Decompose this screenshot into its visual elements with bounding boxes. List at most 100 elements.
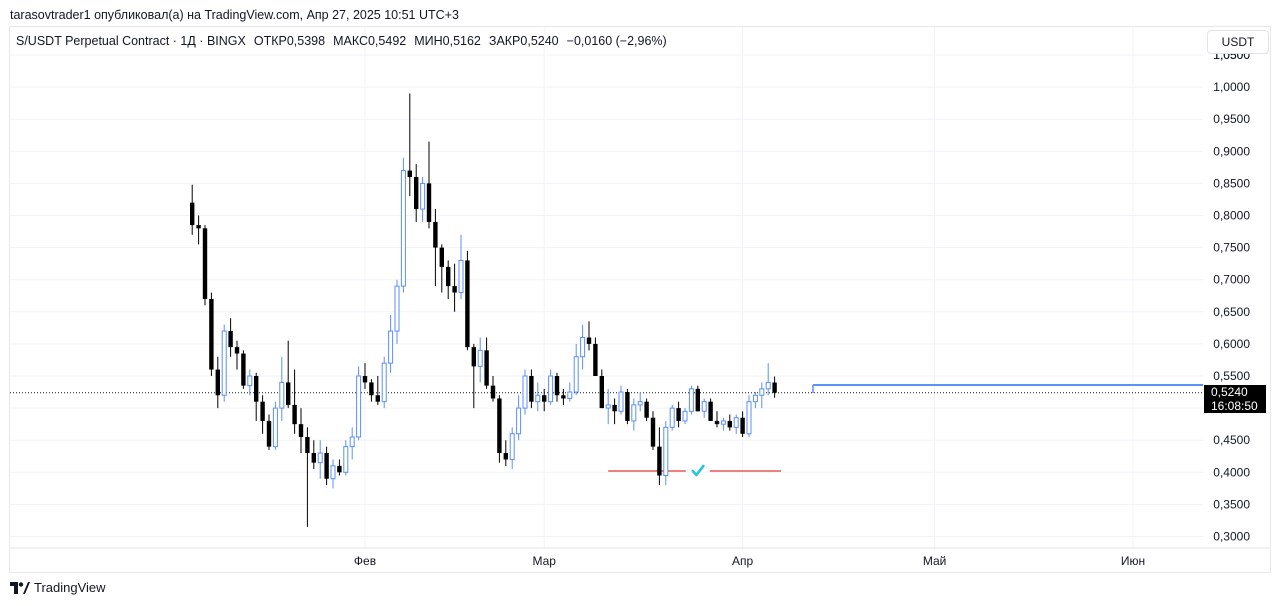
- open-label: ОТКР: [253, 34, 287, 48]
- candle-body: [221, 330, 227, 396]
- candle-body: [426, 183, 432, 222]
- candle-body: [266, 420, 272, 447]
- candle-body: [688, 388, 694, 412]
- candle-body: [279, 381, 285, 409]
- currency-button[interactable]: USDT: [1207, 30, 1269, 54]
- candle-body: [484, 350, 489, 386]
- candle-body: [701, 401, 707, 412]
- candle-body: [458, 259, 464, 294]
- candle-body: [241, 353, 246, 386]
- candle-body: [414, 176, 419, 210]
- candle-body: [228, 331, 233, 348]
- candle-body: [369, 382, 374, 396]
- candle-body: [260, 401, 265, 421]
- x-tick-label: Мар: [532, 554, 556, 568]
- candle-body: [471, 347, 476, 367]
- candle-body: [727, 420, 732, 428]
- candle-body: [554, 376, 560, 396]
- candle-body: [394, 285, 400, 332]
- candle-body: [311, 453, 316, 463]
- candle-body: [752, 394, 758, 403]
- candle-body: [497, 398, 502, 454]
- candle-body: [324, 453, 329, 479]
- candle-body: [586, 337, 592, 344]
- tradingview-logo-icon: [10, 581, 30, 594]
- candle-body: [567, 391, 573, 399]
- candle-body: [765, 381, 771, 390]
- candle-body: [439, 247, 444, 267]
- candle-body: [631, 404, 637, 422]
- close-label: ЗАКР: [488, 34, 521, 48]
- brand-name: TradingView: [34, 580, 106, 595]
- candle-body: [381, 362, 387, 403]
- candle-body: [292, 404, 297, 425]
- candle-body: [714, 420, 720, 425]
- y-tick-label: 0,4000: [1213, 465, 1250, 479]
- candle-body: [637, 401, 643, 406]
- candle-body: [644, 401, 649, 418]
- candle-body: [650, 417, 656, 447]
- y-tick-label: 1,0000: [1213, 80, 1250, 94]
- candle-body: [452, 286, 457, 293]
- candle-body: [477, 349, 483, 367]
- candle-body: [708, 401, 713, 421]
- candle-body: [599, 376, 604, 409]
- symbol-label[interactable]: S/USDT Perpetual Contract · 1Д · BINGX: [16, 34, 246, 48]
- candle-body: [657, 446, 662, 476]
- change-value: −0,0160 (−2,96%): [566, 34, 667, 48]
- candle-body: [573, 356, 579, 393]
- candle-body: [593, 343, 598, 376]
- candle-body: [503, 453, 508, 460]
- last-price-tag: 0,5240 16:08:50: [1204, 385, 1266, 413]
- x-tick-label: Фев: [354, 554, 376, 568]
- close-value: 0,5240: [520, 34, 559, 48]
- candle-body: [343, 446, 349, 473]
- candle-body: [356, 375, 362, 438]
- candle-body: [298, 424, 304, 437]
- x-tick-label: Июн: [1121, 554, 1145, 568]
- candle-body: [362, 376, 368, 383]
- candle-body: [535, 394, 541, 403]
- candle-body: [215, 369, 220, 396]
- candle-body: [400, 170, 406, 287]
- candle-body: [740, 417, 745, 434]
- candle-body: [349, 436, 355, 448]
- tradingview-logo[interactable]: TradingView: [10, 580, 106, 595]
- candle-body: [286, 382, 291, 405]
- candle-body: [663, 426, 669, 477]
- candle-body: [272, 407, 278, 448]
- candle-body: [720, 420, 726, 425]
- open-value: 0,5398: [286, 34, 326, 48]
- candle-body: [202, 228, 208, 299]
- y-tick-label: 0,9000: [1213, 144, 1250, 158]
- ohlc-legend: S/USDT Perpetual Contract · 1Д · BINGX О…: [16, 34, 667, 48]
- candle-body: [490, 385, 496, 399]
- candle-body: [509, 433, 515, 460]
- candle-body: [561, 395, 566, 399]
- candle-body: [605, 404, 611, 409]
- candle-body: [330, 465, 336, 480]
- candle-body: [196, 225, 201, 229]
- candle-body: [420, 182, 426, 210]
- candle-body: [516, 407, 522, 435]
- candle-body: [234, 347, 240, 354]
- y-tick-label: 0,4500: [1213, 433, 1250, 447]
- low-label: МИН: [414, 34, 443, 48]
- candle-body: [190, 202, 195, 226]
- y-tick-label: 0,3000: [1213, 530, 1250, 544]
- candle-body: [465, 260, 470, 348]
- y-tick-label: 1,0500: [1213, 48, 1250, 62]
- published-line: tarasovtrader1 опубликовал(а) на Trading…: [10, 8, 459, 22]
- countdown-value: 16:08:50: [1211, 399, 1258, 413]
- candle-body: [542, 395, 547, 402]
- candle-body: [625, 392, 630, 421]
- y-tick-label: 0,3500: [1213, 497, 1250, 511]
- candle-body: [746, 401, 752, 435]
- y-tick-label: 0,9500: [1213, 112, 1250, 126]
- candle-body: [522, 375, 528, 409]
- check-mark-icon: [691, 464, 705, 477]
- candle-body: [529, 376, 534, 402]
- y-tick-label: 0,8500: [1213, 176, 1250, 190]
- candle-body: [759, 388, 765, 396]
